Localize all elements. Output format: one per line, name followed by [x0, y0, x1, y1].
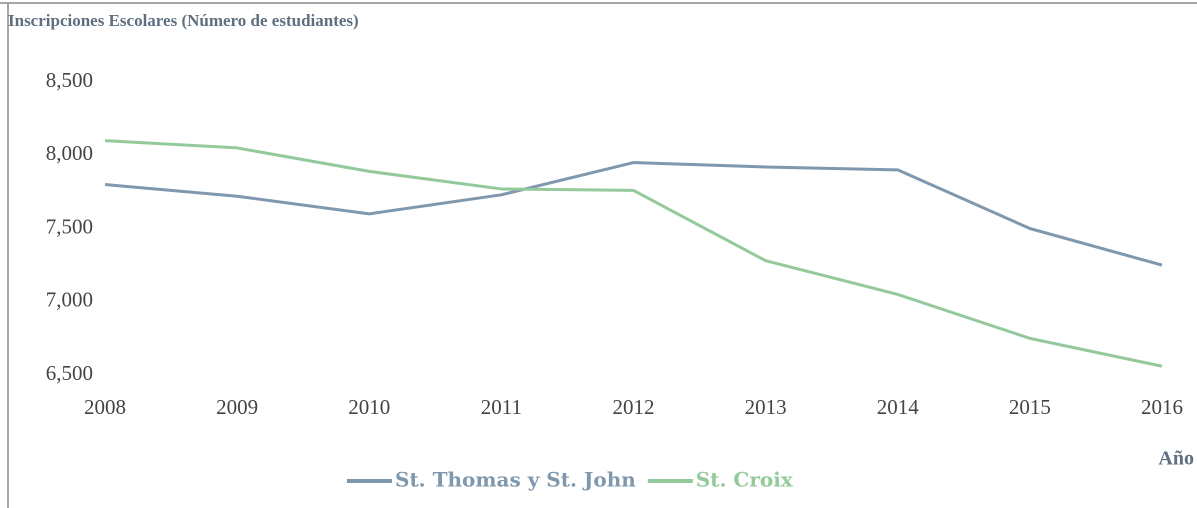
x-tick-label: 2016: [1141, 395, 1183, 419]
legend-label: St. Thomas y St. John: [395, 468, 636, 492]
series-line: [104, 139, 1163, 368]
legend-label: St. Croix: [696, 468, 794, 492]
y-tick-label: 7,500: [46, 214, 93, 238]
x-tick-label: 2014: [877, 395, 920, 419]
x-tick-label: 2010: [348, 395, 390, 419]
y-tick-label: 6,500: [46, 361, 93, 385]
series-line: [104, 161, 1163, 267]
y-tick-label: 8,500: [46, 68, 93, 92]
x-tick-label: 2009: [216, 395, 258, 419]
x-axis-label: Año: [1158, 448, 1194, 470]
y-tick-label: 8,000: [46, 141, 93, 165]
x-tick-label: 2015: [1009, 395, 1051, 419]
x-tick-label: 2012: [613, 395, 655, 419]
x-tick-label: 2008: [84, 395, 126, 419]
y-tick-label: 7,000: [46, 288, 93, 312]
x-tick-label: 2013: [745, 395, 787, 419]
chart-title: Inscripciones Escolares (Número de estud…: [8, 11, 359, 30]
x-tick-label: 2011: [481, 395, 522, 419]
